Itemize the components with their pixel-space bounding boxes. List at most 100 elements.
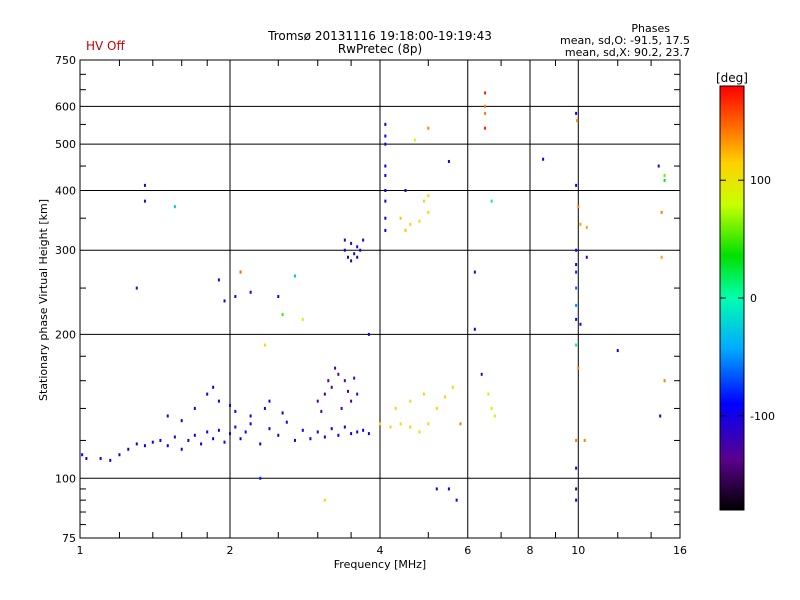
y-tick-label: 400: [55, 184, 76, 197]
echo-point: [427, 422, 430, 426]
echo-point: [343, 379, 346, 383]
echo-point: [244, 430, 247, 434]
echo-point: [579, 322, 582, 326]
echo-point: [330, 385, 333, 389]
echo-point: [455, 498, 458, 502]
echo-point: [542, 157, 545, 161]
echo-points: [81, 91, 666, 502]
echo-point: [356, 255, 359, 259]
echo-point: [367, 432, 370, 436]
echo-point: [384, 228, 387, 232]
echo-point: [143, 444, 146, 448]
echo-point: [579, 222, 582, 226]
echo-point: [353, 376, 356, 380]
y-tick-label: 750: [55, 54, 76, 67]
echo-point: [575, 248, 578, 252]
echo-point: [384, 122, 387, 126]
echo-point: [447, 487, 450, 491]
x-tick-label: 1: [77, 544, 84, 557]
echo-point: [427, 194, 430, 198]
echo-point: [109, 458, 112, 462]
echo-point: [399, 422, 402, 426]
y-tick-label: 500: [55, 138, 76, 151]
echo-point: [451, 385, 454, 389]
x-tick-label: 4: [377, 544, 384, 557]
echo-point: [323, 498, 326, 502]
echo-point: [229, 432, 231, 436]
echo-point: [320, 409, 323, 413]
echo-point: [575, 270, 578, 274]
echo-point: [577, 205, 580, 209]
echo-point: [337, 372, 340, 376]
echo-point: [409, 399, 412, 403]
echo-point: [334, 366, 337, 370]
echo-point: [217, 278, 220, 282]
echo-point: [575, 466, 578, 470]
echo-point: [577, 366, 580, 370]
y-axis-label: Stationary phase Virtual Height [km]: [37, 199, 50, 401]
echo-point: [356, 430, 359, 434]
echo-point: [409, 425, 412, 429]
echo-point: [384, 164, 387, 168]
echo-point: [484, 91, 487, 95]
echo-point: [277, 433, 280, 437]
echo-point: [151, 440, 154, 444]
colorbar-tick-label: 0: [750, 292, 757, 305]
echo-point: [212, 385, 215, 389]
echo-point: [418, 219, 421, 223]
echo-point: [249, 290, 252, 294]
hv-status-label: HV Off: [86, 39, 125, 53]
echo-point: [193, 433, 196, 437]
echo-point: [293, 274, 296, 278]
echo-point: [575, 183, 578, 187]
echo-point: [343, 238, 346, 242]
echo-point: [206, 392, 209, 396]
echo-point: [484, 111, 487, 115]
grid-lines: [80, 60, 680, 538]
echo-point: [657, 164, 660, 168]
y-tick-label: 600: [55, 100, 76, 113]
echo-point: [394, 406, 397, 410]
echo-point: [234, 409, 237, 413]
echo-point: [660, 255, 663, 259]
echo-point: [350, 241, 353, 245]
echo-point: [399, 216, 402, 220]
echo-point: [575, 317, 578, 321]
echo-point: [663, 173, 666, 177]
echo-point: [427, 126, 430, 130]
echo-point: [575, 303, 578, 307]
echo-point: [223, 440, 226, 444]
echo-point: [384, 199, 387, 203]
echo-point: [323, 392, 326, 396]
echo-point: [281, 313, 284, 317]
echo-point: [350, 399, 353, 403]
x-axis-label: Frequency [MHz]: [334, 558, 426, 571]
echo-point: [384, 173, 387, 177]
echo-point: [135, 286, 138, 290]
echo-point: [480, 372, 483, 376]
x-tick-label: 16: [673, 544, 687, 557]
echo-point: [473, 327, 476, 331]
echo-point: [404, 228, 407, 232]
echo-point: [180, 419, 183, 423]
y-axis-ticks: 75 100 200 300 400 500 600 750: [55, 54, 680, 545]
echo-point: [263, 343, 266, 347]
echo-point: [473, 270, 476, 274]
echo-point: [389, 425, 392, 429]
echo-point: [301, 428, 304, 432]
echo-point: [350, 259, 353, 263]
echo-point: [173, 435, 176, 439]
echo-point: [663, 379, 666, 383]
echo-point: [447, 159, 450, 163]
echo-point: [180, 447, 183, 451]
echo-point: [575, 111, 578, 115]
echo-point: [159, 438, 162, 442]
echo-point: [384, 216, 387, 220]
echo-point: [173, 205, 176, 209]
echo-point: [367, 332, 370, 336]
echo-point: [346, 389, 349, 393]
echo-point: [259, 442, 262, 446]
y-tick-label: 200: [55, 328, 76, 341]
echo-point: [327, 379, 330, 383]
